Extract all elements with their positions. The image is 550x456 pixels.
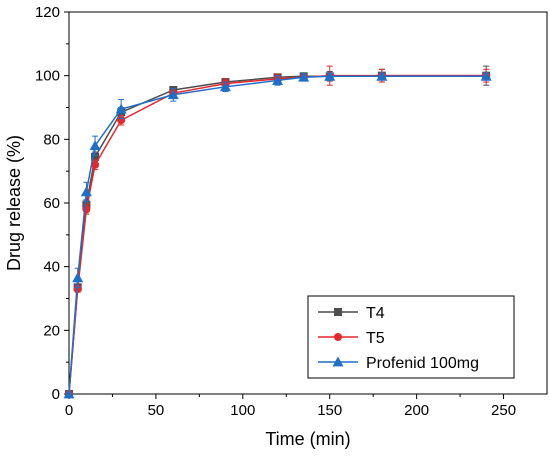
legend-marker — [334, 308, 342, 316]
y-tick-label: 0 — [52, 386, 60, 403]
legend-marker — [332, 356, 344, 367]
legend-label: Profenid 100mg — [366, 355, 479, 372]
data-point — [167, 89, 179, 100]
series-line — [68, 75, 487, 395]
data-point — [63, 388, 75, 399]
data-point — [480, 70, 492, 81]
legend: T4 T5 Profenid 100mg — [307, 295, 515, 379]
series-profenid-100mg — [63, 70, 492, 399]
data-point — [91, 152, 100, 161]
x-tick-label: 0 — [65, 402, 73, 419]
x-tick-label: 150 — [317, 402, 342, 419]
x-tick-label: 200 — [404, 402, 429, 419]
data-point — [272, 74, 284, 85]
data-point — [89, 140, 101, 151]
data-point — [72, 272, 84, 283]
data-point — [298, 71, 310, 82]
y-tick-label: 120 — [35, 4, 60, 21]
y-tick-label: 40 — [43, 259, 60, 276]
data-point — [91, 160, 100, 169]
y-tick-label: 100 — [35, 68, 60, 85]
x-axis-title: Time (min) — [265, 429, 350, 449]
data-point — [80, 186, 92, 197]
y-tick-label: 20 — [43, 322, 60, 339]
data-point — [324, 70, 336, 81]
data-point — [115, 103, 127, 114]
y-axis-title: Drug release (%) — [4, 135, 24, 271]
legend-label: T5 — [366, 330, 385, 347]
legend-label: T4 — [366, 305, 385, 322]
y-tick-label: 60 — [43, 195, 60, 212]
x-tick-label: 100 — [230, 402, 255, 419]
x-tick-label: 50 — [148, 402, 165, 419]
data-point — [219, 81, 231, 92]
data-point — [376, 70, 388, 81]
y-tick-label: 80 — [43, 131, 60, 148]
legend-marker — [334, 333, 342, 341]
x-tick-label: 250 — [491, 402, 516, 419]
